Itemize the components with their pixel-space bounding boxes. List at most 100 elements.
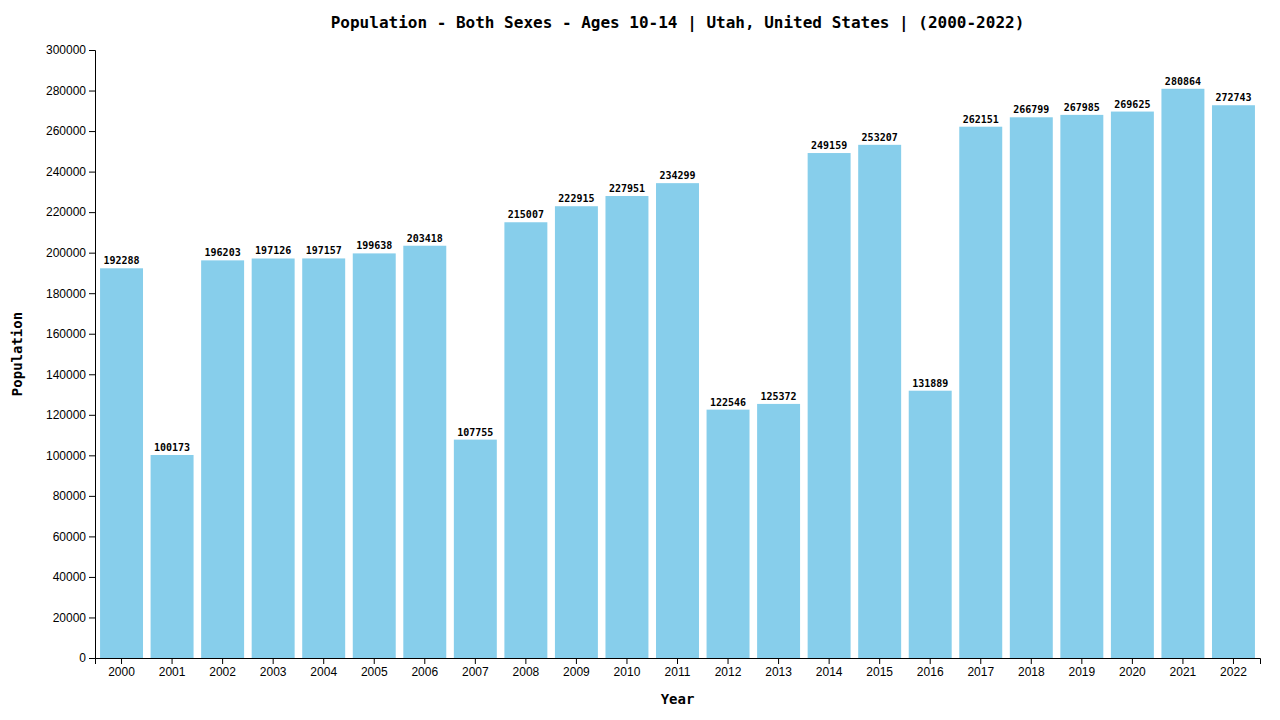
y-tick-mark <box>89 334 95 335</box>
x-tick-mark <box>273 658 274 664</box>
y-tick-mark <box>89 658 95 659</box>
x-tick: 2007 <box>462 658 489 679</box>
y-tick-mark <box>89 455 95 456</box>
y-tick-mark <box>89 415 95 416</box>
y-tick-mark <box>89 577 95 578</box>
x-tick-label: 2012 <box>715 665 742 679</box>
x-tick-label: 2022 <box>1220 665 1247 679</box>
y-tick-label: 40000 <box>53 570 87 584</box>
x-tick-mark <box>172 658 173 664</box>
data-label: 222915 <box>558 193 594 204</box>
bar <box>656 183 699 658</box>
bar <box>605 196 648 658</box>
bar <box>909 391 952 658</box>
y-tick: 100000 <box>46 449 95 463</box>
y-tick: 220000 <box>46 205 95 219</box>
bar <box>403 246 446 658</box>
y-tick: 180000 <box>46 287 95 301</box>
y-tick-label: 280000 <box>46 84 86 98</box>
data-label: 215007 <box>508 209 544 220</box>
x-tick: 2001 <box>159 658 186 679</box>
x-tick: 2012 <box>715 658 742 679</box>
x-tick: 2000 <box>108 658 135 679</box>
data-label: 107755 <box>457 427 493 438</box>
x-tick: 2015 <box>866 658 893 679</box>
y-tick-label: 100000 <box>46 449 86 463</box>
bar <box>353 253 396 658</box>
x-tick-mark <box>778 658 779 664</box>
x-tick: 2016 <box>917 658 944 679</box>
x-tick-mark <box>576 658 577 664</box>
bar <box>707 410 750 658</box>
x-tick: 2006 <box>411 658 438 679</box>
x-tick: 2017 <box>967 658 994 679</box>
x-tick: 2020 <box>1119 658 1146 679</box>
x-tick-label: 2009 <box>563 665 590 679</box>
x-tick-mark <box>374 658 375 664</box>
y-tick-label: 260000 <box>46 124 86 138</box>
plot: 0200004000060000800001000001200001400001… <box>46 43 1261 678</box>
x-tick-label: 2014 <box>816 665 843 679</box>
chart: 0200004000060000800001000001200001400001… <box>0 0 1280 720</box>
y-tick-mark <box>89 617 95 618</box>
x-tick-label: 2010 <box>614 665 641 679</box>
y-tick-label: 0 <box>79 651 86 665</box>
y-tick-label: 140000 <box>46 368 86 382</box>
y-tick: 300000 <box>46 43 95 57</box>
data-label: 280864 <box>1165 76 1201 87</box>
y-tick-label: 200000 <box>46 246 86 260</box>
y-tick-mark <box>89 496 95 497</box>
y-tick: 0 <box>79 651 95 665</box>
data-label: 203418 <box>407 233 443 244</box>
x-tick: 2018 <box>1018 658 1045 679</box>
y-tick-label: 300000 <box>46 43 86 57</box>
x-tick-label: 2006 <box>411 665 438 679</box>
x-tick-mark <box>121 658 122 664</box>
y-tick-mark <box>89 91 95 92</box>
y-tick-mark <box>89 212 95 213</box>
data-label: 253207 <box>862 132 898 143</box>
bar <box>1060 115 1103 658</box>
x-axis: 2000200120022003200420052006200720082009… <box>96 658 1261 679</box>
y-tick-label: 220000 <box>46 205 86 219</box>
y-tick: 260000 <box>46 124 95 138</box>
data-label: 131889 <box>912 378 948 389</box>
x-tick-mark <box>829 658 830 664</box>
x-tick-label: 2004 <box>310 665 337 679</box>
x-tick: 2005 <box>361 658 388 679</box>
bar <box>555 206 598 658</box>
y-tick: 60000 <box>53 530 95 544</box>
y-axis-line <box>89 51 96 659</box>
x-tick-label: 2019 <box>1068 665 1095 679</box>
data-label: 199638 <box>356 240 392 251</box>
data-label: 227951 <box>609 183 645 194</box>
y-tick: 20000 <box>53 611 95 625</box>
bar <box>1111 112 1154 658</box>
x-tick-mark <box>677 658 678 664</box>
y-tick-mark <box>89 253 95 254</box>
x-tick-label: 2003 <box>260 665 287 679</box>
x-tick: 2013 <box>765 658 792 679</box>
x-tick-label: 2002 <box>209 665 236 679</box>
x-tick-label: 2016 <box>917 665 944 679</box>
data-label: 269625 <box>1114 99 1150 110</box>
bar <box>151 455 194 658</box>
x-tick-label: 2007 <box>462 665 489 679</box>
x-tick: 2022 <box>1220 658 1247 679</box>
title: Population - Both Sexes - Ages 10-14 | U… <box>331 13 1025 33</box>
x-tick-mark <box>980 658 981 664</box>
x-tick: 2019 <box>1068 658 1095 679</box>
x-axis-line <box>96 659 1261 665</box>
y-tick: 240000 <box>46 165 95 179</box>
x-tick-label: 2001 <box>159 665 186 679</box>
bar <box>100 268 143 658</box>
x-tick-mark <box>728 658 729 664</box>
data-label: 197157 <box>306 245 342 256</box>
x-tick-mark <box>1132 658 1133 664</box>
y-tick-label: 180000 <box>46 287 86 301</box>
data-label: 234299 <box>659 170 695 181</box>
x-tick: 2009 <box>563 658 590 679</box>
x-tick: 2021 <box>1170 658 1197 679</box>
x-tick-mark <box>879 658 880 664</box>
data-label: 192288 <box>103 255 139 266</box>
